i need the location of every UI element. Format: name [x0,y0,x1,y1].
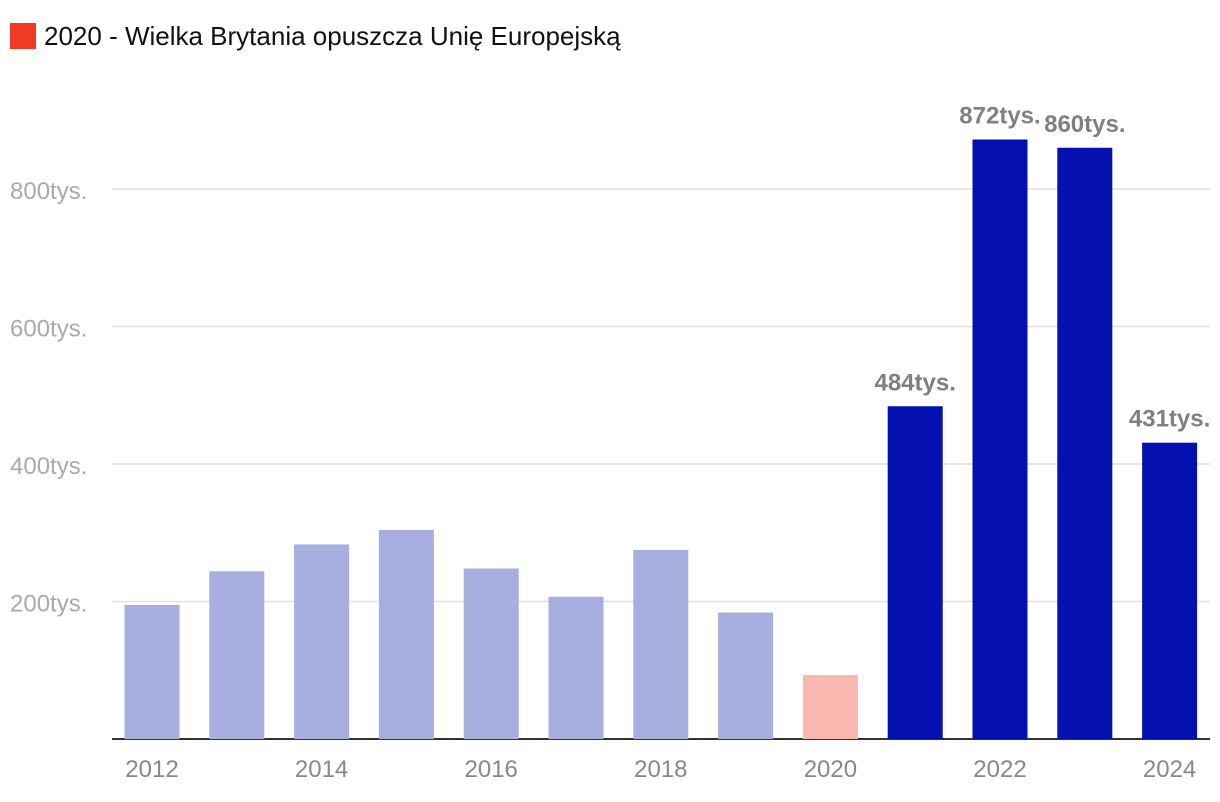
bar-2015 [378,530,434,739]
x-tick-label: 2022 [973,756,1026,783]
bar-2013 [209,571,265,739]
x-axis-ticks: 2012 2014 2016 2018 2020 2022 2024 [125,756,1196,783]
bar-2016 [463,568,519,739]
x-tick-label: 2018 [634,756,687,783]
y-tick-label: 400tys. [10,453,87,480]
x-tick-label: 2012 [125,756,178,783]
bar-2018 [633,549,689,739]
y-axis-ticks: 200tys. 400tys. 600tys. 800tys. [10,178,87,618]
y-tick-label: 800tys. [10,178,87,205]
data-label-2021: 484tys. [874,369,955,396]
bar-2014 [294,544,350,739]
bar-2017 [548,596,604,739]
legend-swatch [10,23,36,49]
legend: 2020 - Wielka Brytania opuszcza Unię Eur… [10,20,621,52]
data-labels: 484tys. 872tys. 860tys. 431tys. [874,103,1210,433]
y-tick-label: 200tys. [10,591,87,618]
bars [124,139,1198,739]
bar-2021 [887,406,943,739]
bar-2012 [124,604,180,739]
data-label-2022: 872tys. [959,103,1040,130]
bar-2020 [802,675,858,739]
bar-2024 [1142,442,1198,739]
bar-2022 [972,139,1028,739]
data-label-2024: 431tys. [1129,406,1210,433]
legend-label: 2020 - Wielka Brytania opuszcza Unię Eur… [44,20,621,51]
data-label-2023: 860tys. [1044,111,1125,138]
x-tick-label: 2020 [804,756,857,783]
bar-2019 [718,612,774,739]
y-tick-label: 600tys. [10,316,87,343]
x-tick-label: 2024 [1143,756,1196,783]
x-tick-label: 2014 [295,756,348,783]
bar-2023 [1057,147,1113,739]
x-tick-label: 2016 [465,756,518,783]
